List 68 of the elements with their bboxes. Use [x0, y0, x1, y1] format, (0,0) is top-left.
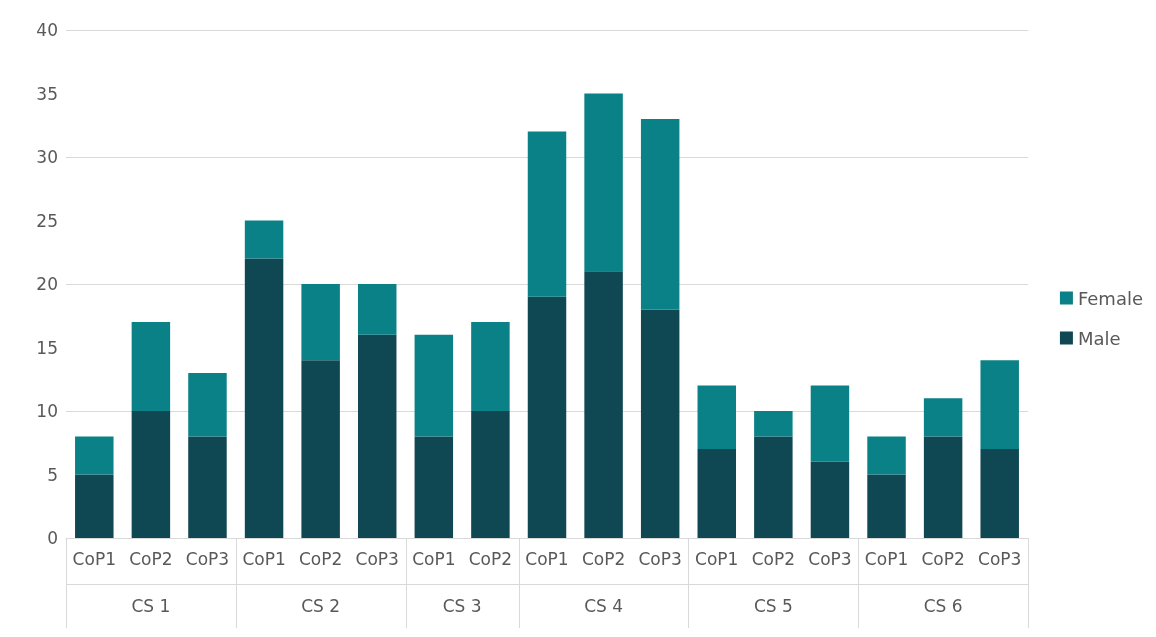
bar — [754, 411, 793, 437]
bar — [867, 436, 906, 475]
y-tick-label: 20 — [36, 274, 58, 294]
bar — [414, 436, 454, 538]
bar — [301, 360, 340, 538]
bar — [244, 220, 284, 259]
y-tick-label: 40 — [36, 20, 58, 40]
x-tick-label: CoP2 — [129, 548, 173, 569]
x-tick-label: CoP1 — [525, 548, 569, 569]
x-tick-label: CoP3 — [978, 548, 1022, 569]
text: CS 5 — [753, 596, 793, 616]
bar — [584, 93, 623, 272]
bar — [980, 449, 1019, 538]
x-tick-label: CoP1 — [72, 548, 116, 569]
bar — [923, 436, 963, 538]
bar — [697, 449, 736, 538]
bar — [640, 118, 680, 310]
bar — [358, 334, 397, 538]
bar — [75, 436, 114, 475]
x-tick-label: CoP3 — [355, 548, 399, 569]
y-tick-label: 10 — [36, 401, 58, 421]
x-tick-label: CoP2 — [751, 548, 796, 569]
bar — [980, 360, 1019, 450]
bar — [188, 436, 227, 538]
bar — [188, 372, 227, 437]
x-tick-label: CoP2 — [298, 548, 343, 569]
bar — [584, 271, 623, 538]
bar — [867, 474, 906, 538]
bar — [810, 385, 850, 462]
bar — [527, 131, 567, 297]
bar — [414, 334, 454, 437]
y-tick-label: 5 — [47, 464, 58, 485]
bar — [131, 411, 171, 538]
y-tick-label: 0 — [47, 528, 58, 548]
x-tick-label: CoP3 — [185, 548, 230, 569]
x-tick-label: CoP2 — [581, 548, 626, 569]
bar — [244, 258, 284, 538]
x-tick-label: CoP2 — [468, 548, 513, 569]
text: CS 6 — [923, 596, 963, 616]
bar — [923, 398, 963, 437]
bar — [301, 284, 340, 361]
bar — [131, 322, 171, 411]
x-tick-label: CoP1 — [864, 548, 909, 569]
text: CS 4 — [584, 596, 624, 616]
bar — [697, 385, 736, 450]
bar — [640, 309, 680, 538]
legend-label: Female — [1077, 287, 1144, 309]
text: CS 2 — [301, 596, 341, 616]
text: CS 1 — [131, 596, 171, 616]
y-tick-label: 15 — [36, 337, 58, 358]
x-tick-label: CoP2 — [921, 548, 965, 569]
x-tick-label: CoP3 — [638, 548, 682, 569]
x-tick-label: CoP1 — [412, 548, 456, 569]
bar — [471, 322, 510, 411]
x-tick-label: CoP3 — [808, 548, 852, 569]
x-tick-label: CoP1 — [695, 548, 739, 569]
x-tick-label: CoP1 — [242, 548, 286, 569]
bar — [527, 296, 567, 538]
bar — [75, 474, 114, 538]
y-tick-label: 35 — [36, 83, 58, 104]
bar — [754, 436, 793, 538]
y-tick-label: 30 — [36, 147, 58, 167]
y-tick-label: 25 — [36, 210, 58, 231]
bar — [358, 284, 397, 335]
legend-label: Male — [1077, 327, 1121, 349]
text: CS 3 — [442, 596, 482, 616]
bar — [810, 461, 850, 538]
bar — [471, 411, 510, 538]
